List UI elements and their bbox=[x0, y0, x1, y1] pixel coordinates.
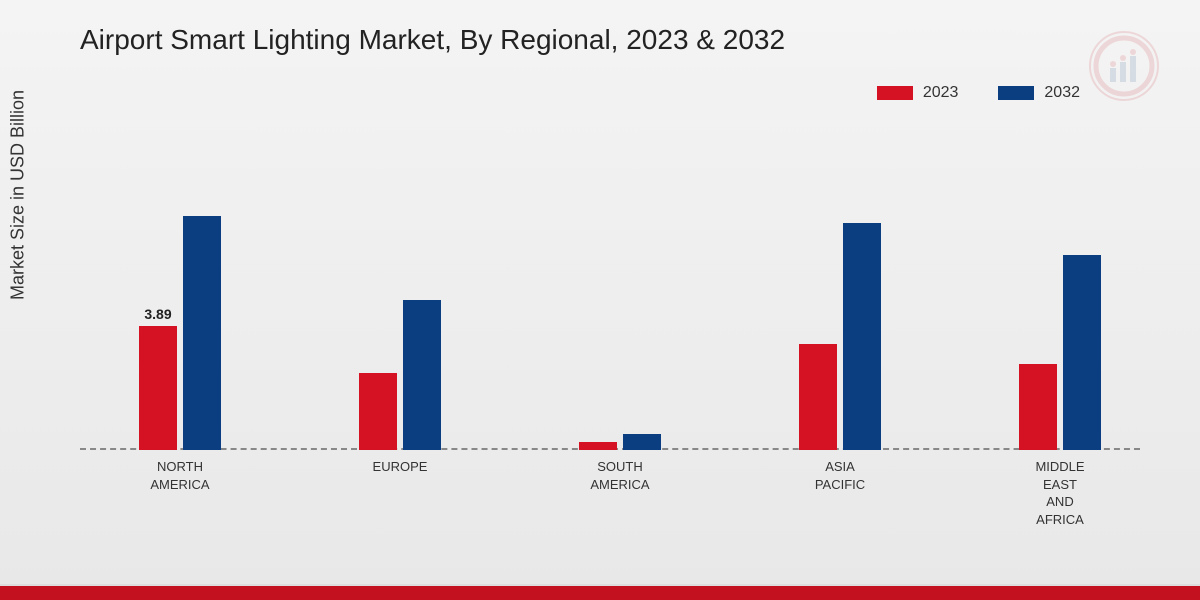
bar-value-label: 3.89 bbox=[144, 306, 171, 322]
legend-swatch-2023 bbox=[877, 86, 913, 100]
bar-group bbox=[560, 434, 680, 450]
legend-item-2032: 2032 bbox=[998, 84, 1080, 102]
legend: 2023 2032 bbox=[877, 84, 1080, 102]
legend-label-2032: 2032 bbox=[1044, 84, 1080, 102]
x-axis-labels: NORTHAMERICA EUROPE SOUTHAMERICA ASIAPACIFI… bbox=[80, 458, 1140, 538]
x-tick-label: ASIAPACIFIC bbox=[780, 458, 900, 493]
y-axis-label: Market Size in USD Billion bbox=[8, 90, 29, 300]
bar-group bbox=[780, 223, 900, 450]
x-tick-label: MIDDLEEASTANDAFRICA bbox=[1000, 458, 1120, 528]
bar-2023 bbox=[1019, 364, 1057, 450]
bar-2023: 3.89 bbox=[139, 326, 177, 450]
legend-swatch-2032 bbox=[998, 86, 1034, 100]
legend-item-2023: 2023 bbox=[877, 84, 959, 102]
bar-2032 bbox=[843, 223, 881, 450]
bar-group bbox=[340, 300, 460, 450]
bar-2032 bbox=[1063, 255, 1101, 450]
bar-group bbox=[1000, 255, 1120, 450]
x-tick-label: EUROPE bbox=[340, 458, 460, 476]
watermark-logo-icon bbox=[1088, 30, 1160, 102]
bar-2032 bbox=[183, 216, 221, 450]
plot-area: 3.89 bbox=[80, 130, 1140, 450]
bar-2023 bbox=[579, 442, 617, 450]
footer-accent-bar bbox=[0, 586, 1200, 600]
x-tick-label: SOUTHAMERICA bbox=[560, 458, 680, 493]
bar-group: 3.89 bbox=[120, 216, 240, 450]
legend-label-2023: 2023 bbox=[923, 84, 959, 102]
bar-2032 bbox=[403, 300, 441, 450]
bar-2023 bbox=[359, 373, 397, 450]
x-tick-label: NORTHAMERICA bbox=[120, 458, 240, 493]
bar-2032 bbox=[623, 434, 661, 450]
chart-title: Airport Smart Lighting Market, By Region… bbox=[80, 24, 785, 56]
bar-2023 bbox=[799, 344, 837, 450]
